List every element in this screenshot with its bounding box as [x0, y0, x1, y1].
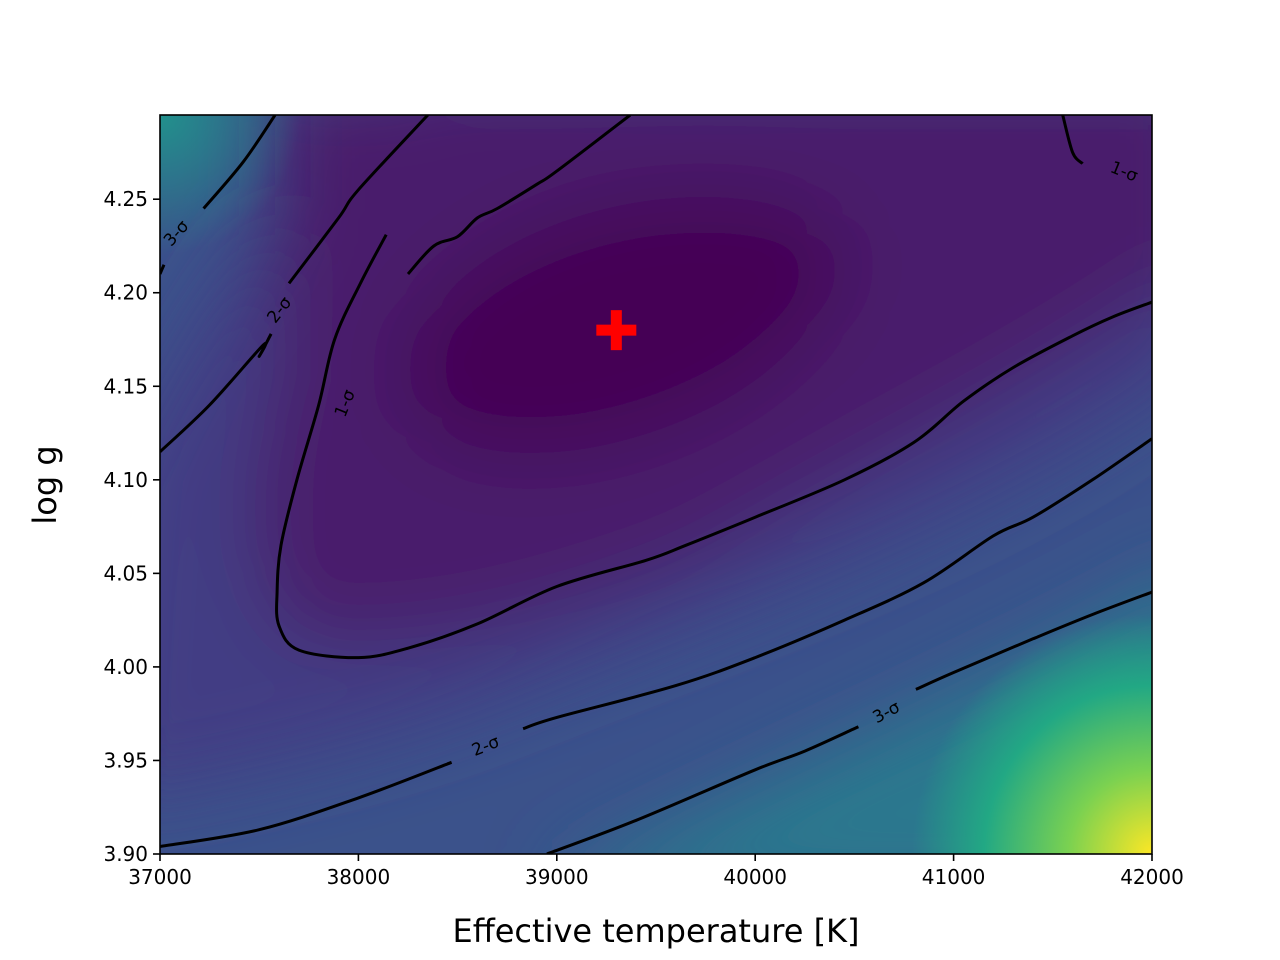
x-tick-label: 38000 [327, 865, 391, 889]
contour-lines [160, 115, 1152, 854]
plot-frame [159, 114, 1153, 855]
contour-3-sigma [915, 590, 1152, 691]
x-tick-label: 40000 [723, 865, 787, 889]
heatmap [160, 115, 1152, 854]
heatmap-corner-topleft [160, 115, 360, 315]
best-fit-marker [596, 310, 637, 351]
y-axis-title: log g [26, 445, 64, 524]
y-tick-label: 4.05 [103, 561, 148, 585]
contour-2-sigma [287, 115, 429, 285]
contour-1-sigma [406, 115, 632, 276]
contour-3-sigma [202, 115, 277, 210]
y-tick-label: 3.90 [103, 842, 148, 866]
contour-1-sigma [275, 233, 1152, 660]
y-tick-label: 4.00 [103, 655, 148, 679]
y-tick-label: 4.10 [103, 468, 148, 492]
y-axis-ticks: 3.90 3.95 4.00 4.05 4.10 4.15 4.20 4.25 [103, 187, 160, 866]
contour-2-sigma [160, 333, 273, 453]
y-tick-label: 4.25 [103, 187, 148, 211]
x-tick-label: 41000 [922, 865, 986, 889]
y-tick-label: 4.20 [103, 281, 148, 305]
x-tick-label: 42000 [1120, 865, 1184, 889]
x-axis-ticks: 37000 38000 39000 40000 41000 42000 [128, 854, 1184, 889]
y-tick-label: 4.15 [103, 374, 148, 398]
contour-2-sigma [522, 437, 1152, 731]
contour-3-sigma [546, 725, 860, 854]
y-tick-label: 3.95 [103, 748, 148, 772]
x-tick-label: 37000 [128, 865, 192, 889]
x-axis-title: Effective temperature [K] [452, 912, 859, 950]
heatmap-corner-high [760, 500, 1152, 854]
best-fit-marker-v [610, 310, 622, 351]
x-tick-label: 39000 [525, 865, 589, 889]
contour-1-sigma [1061, 115, 1084, 165]
contour-2-sigma [160, 760, 453, 848]
